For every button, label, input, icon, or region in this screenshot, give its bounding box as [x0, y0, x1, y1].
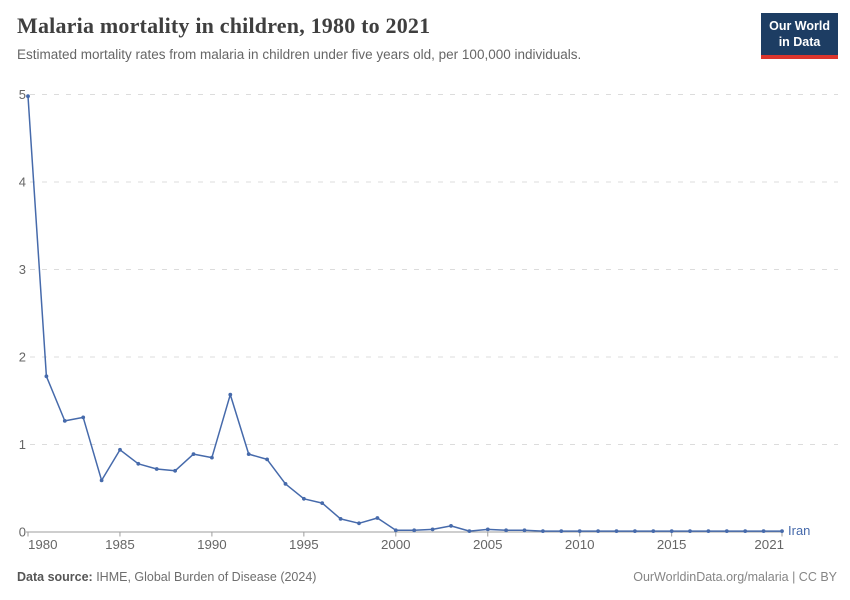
data-point[interactable]	[430, 527, 435, 532]
credit-link[interactable]: OurWorldinData.org/malaria | CC BY	[633, 570, 837, 584]
page-title: Malaria mortality in children, 1980 to 2…	[17, 13, 431, 38]
data-point[interactable]	[173, 468, 178, 473]
data-point[interactable]	[62, 419, 67, 423]
data-point[interactable]	[467, 529, 472, 533]
x-axis-tick-label: 1990	[197, 537, 227, 552]
data-point[interactable]	[577, 529, 582, 533]
data-point[interactable]	[614, 529, 619, 533]
x-axis-tick-label: 2000	[381, 537, 411, 552]
chart-header: Malaria mortality in children, 1980 to 2…	[17, 13, 760, 64]
x-axis-tick-label: 2021	[754, 537, 784, 552]
data-point[interactable]	[283, 482, 288, 486]
owid-logo: Our World in Data	[761, 13, 838, 59]
data-point[interactable]	[522, 528, 527, 533]
chart-footer: Data source: IHME, Global Burden of Dise…	[17, 570, 837, 584]
data-point[interactable]	[393, 528, 398, 533]
data-point[interactable]	[118, 447, 122, 452]
data-point[interactable]	[651, 529, 656, 533]
data-point[interactable]	[449, 524, 453, 528]
data-point[interactable]	[706, 529, 711, 533]
series-label-iran[interactable]: Iran	[788, 523, 810, 538]
data-point[interactable]	[559, 529, 564, 533]
x-axis-tick-label: 2005	[473, 537, 503, 552]
data-point[interactable]	[302, 496, 306, 501]
x-axis-tick-label: 1980	[28, 537, 58, 552]
data-point[interactable]	[338, 517, 343, 521]
data-point[interactable]	[154, 467, 159, 471]
y-axis-tick-label: 1	[19, 437, 26, 452]
data-point[interactable]	[44, 374, 49, 379]
y-axis-tick-label: 2	[19, 350, 26, 365]
y-axis-tick-label: 3	[19, 262, 26, 277]
data-point[interactable]	[743, 529, 748, 533]
data-point[interactable]	[26, 94, 30, 99]
owid-logo-line1: Our World	[769, 19, 830, 33]
x-axis-tick-label: 2010	[565, 537, 595, 552]
data-point[interactable]	[81, 415, 86, 420]
chart-subtitle: Estimated mortality rates from malaria i…	[17, 47, 582, 63]
y-axis-tick-label: 5	[19, 87, 26, 102]
data-point[interactable]	[412, 528, 417, 533]
data-point[interactable]	[669, 529, 674, 533]
x-axis-tick-label: 1985	[105, 537, 135, 552]
data-source-value: IHME, Global Burden of Disease (2024)	[92, 570, 317, 584]
data-point[interactable]	[375, 516, 380, 520]
x-axis-tick-label: 2015	[657, 537, 687, 552]
owid-logo-line2: in Data	[778, 35, 821, 50]
data-point[interactable]	[780, 529, 784, 533]
data-point[interactable]	[191, 452, 196, 456]
data-source-label: Data source:	[17, 570, 93, 584]
series-line-iran[interactable]	[27, 95, 783, 532]
data-point[interactable]	[210, 455, 214, 460]
data-point[interactable]	[357, 521, 361, 526]
data-point[interactable]	[596, 529, 600, 533]
data-point[interactable]	[633, 529, 637, 533]
data-point[interactable]	[99, 478, 104, 483]
data-point[interactable]	[265, 457, 269, 462]
y-axis-tick-label: 0	[19, 525, 26, 540]
data-point[interactable]	[504, 528, 508, 533]
data-point[interactable]	[688, 529, 692, 533]
data-point[interactable]	[761, 529, 766, 533]
data-point[interactable]	[541, 529, 545, 533]
data-point[interactable]	[485, 527, 490, 532]
data-point[interactable]	[246, 452, 251, 456]
data-point[interactable]	[724, 529, 729, 533]
data-point[interactable]	[228, 392, 233, 397]
x-axis-tick-label: 1995	[289, 537, 319, 552]
y-axis-tick-label: 4	[19, 175, 26, 190]
data-source: Data source: IHME, Global Burden of Dise…	[17, 570, 316, 584]
data-point[interactable]	[136, 461, 141, 466]
data-point[interactable]	[320, 501, 325, 505]
